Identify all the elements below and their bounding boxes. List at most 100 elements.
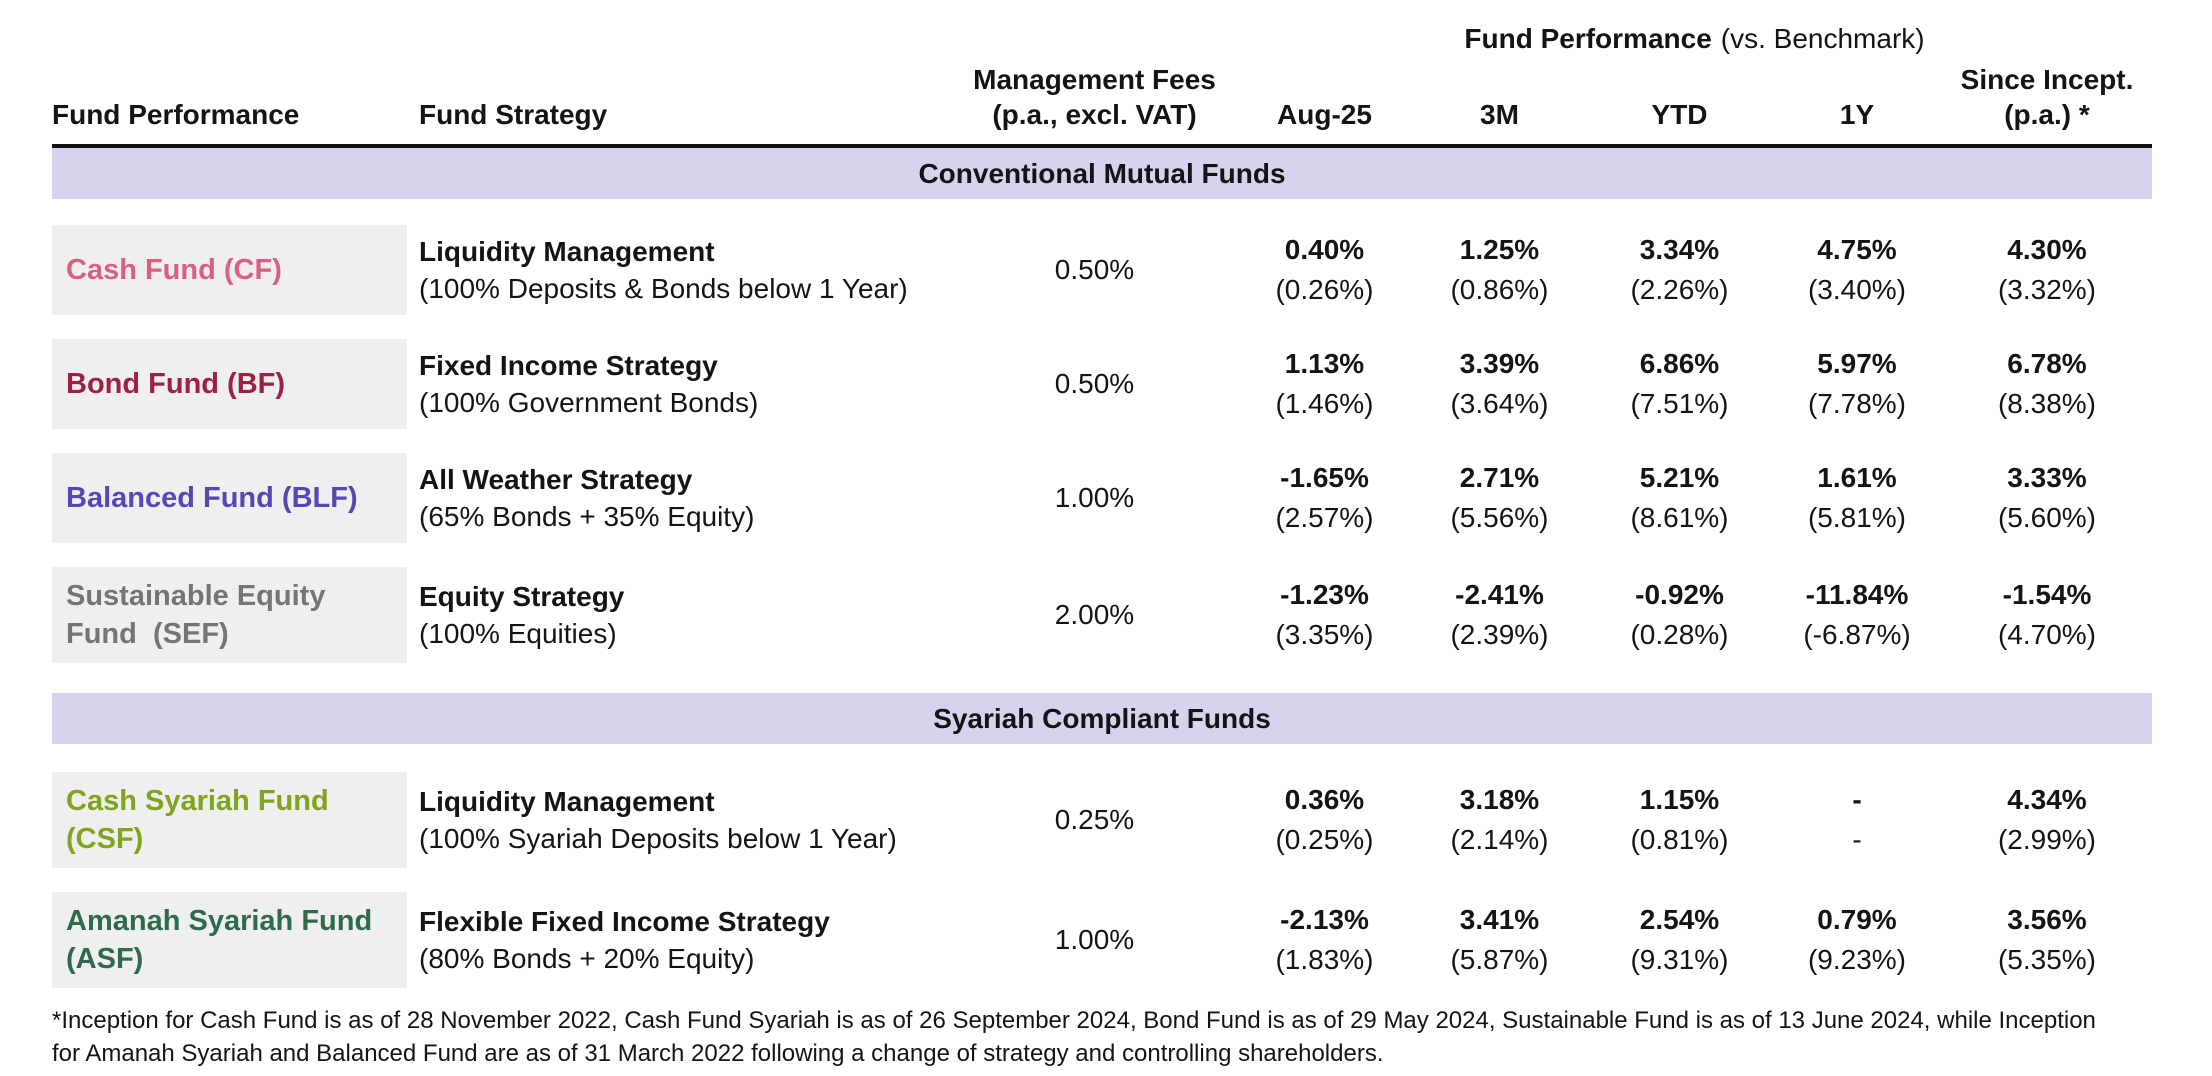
fund-name-box: Balanced Fund (BLF) xyxy=(52,453,407,543)
benchmark-return: (3.32%) xyxy=(1997,274,2097,305)
strategy-detail: (100% Deposits & Bonds below 1 Year) xyxy=(419,273,908,304)
column-header-row: Fund Performance Fund Strategy Managemen… xyxy=(52,62,2152,144)
column-header-3m: 3M xyxy=(1480,99,1519,130)
fund-name: Cash Syariah Fund (CSF) xyxy=(66,785,337,855)
benchmark-return: (9.23%) xyxy=(1807,944,1907,975)
fund-strategy-cell: All Weather Strategy (65% Bonds + 35% Eq… xyxy=(407,453,952,543)
management-fee-value: 2.00% xyxy=(1054,599,1135,630)
benchmark-return: (2.39%) xyxy=(1450,619,1549,650)
perf-3m: 2.71% (5.56%) xyxy=(1412,453,1587,543)
since-inception-line1: Since Incept. xyxy=(1960,64,2134,95)
fund-performance-table: Fund Performance (vs. Benchmark) Fund Per… xyxy=(52,16,2152,1070)
strategy-detail: (100% Government Bonds) xyxy=(419,387,759,418)
fund-return: 2.54% xyxy=(1639,904,1720,935)
perf-aug-25: 1.13% (1.46%) xyxy=(1237,339,1412,429)
perf-since-inception: 4.34% (2.99%) xyxy=(1942,772,2152,868)
perf-aug-25: -1.65% (2.57%) xyxy=(1237,453,1412,543)
benchmark-return: (7.78%) xyxy=(1807,388,1907,419)
perf-ytd: 6.86% (7.51%) xyxy=(1587,339,1772,429)
fund-return: 3.18% xyxy=(1459,784,1540,815)
perf-ytd: 3.34% (2.26%) xyxy=(1587,225,1772,315)
benchmark-return: (5.60%) xyxy=(1997,502,2097,533)
management-fee-value: 0.25% xyxy=(1054,804,1135,835)
fund-row-amanah-syariah-fund: Amanah Syariah Fund (ASF) Flexible Fixed… xyxy=(52,892,2152,988)
perf-aug-25: -1.23% (3.35%) xyxy=(1237,567,1412,663)
benchmark-return: (5.87%) xyxy=(1450,944,1549,975)
fund-return: 0.40% xyxy=(1284,234,1365,265)
section-title-syariah: Syariah Compliant Funds xyxy=(933,702,1271,734)
fund-name-box: Sustainable Equity Fund (SEF) xyxy=(52,567,407,663)
fund-return: 1.61% xyxy=(1817,462,1897,493)
fund-return: 4.30% xyxy=(2007,234,2087,265)
benchmark-return: (2.26%) xyxy=(1630,274,1729,305)
fund-name: Bond Fund (BF) xyxy=(66,368,286,400)
benchmark-return: (3.40%) xyxy=(1807,274,1907,305)
fund-return: 6.86% xyxy=(1639,348,1720,379)
fund-return: -0.92% xyxy=(1635,579,1724,610)
perf-3m: 3.39% (3.64%) xyxy=(1412,339,1587,429)
perf-since-inception: 3.56% (5.35%) xyxy=(1942,892,2152,988)
fund-row-cash-syariah-fund: Cash Syariah Fund (CSF) Liquidity Manage… xyxy=(52,772,2152,868)
perf-3m: 1.25% (0.86%) xyxy=(1412,225,1587,315)
fund-return: -1.65% xyxy=(1280,462,1369,493)
benchmark-return: (9.31%) xyxy=(1630,944,1729,975)
benchmark-return: (0.28%) xyxy=(1630,619,1729,650)
strategy-title: Liquidity Management xyxy=(419,786,715,817)
fund-name-box: Amanah Syariah Fund (ASF) xyxy=(52,892,407,988)
fund-strategy-cell: Fixed Income Strategy (100% Government B… xyxy=(407,339,952,429)
benchmark-return: (0.25%) xyxy=(1275,824,1374,855)
fund-return: -2.41% xyxy=(1455,579,1544,610)
fund-return: 3.39% xyxy=(1459,348,1540,379)
benchmark-return: (1.46%) xyxy=(1275,388,1374,419)
column-header-aug-25: Aug-25 xyxy=(1277,99,1372,130)
fund-return: 1.25% xyxy=(1459,234,1540,265)
perf-1y: 4.75% (3.40%) xyxy=(1772,225,1942,315)
column-header-management-fees: Management Fees (p.a., excl. VAT) xyxy=(952,62,1237,132)
management-fee-value: 0.50% xyxy=(1054,254,1135,285)
fund-strategy-cell: Liquidity Management (100% Deposits & Bo… xyxy=(407,225,952,315)
benchmark-return: (2.99%) xyxy=(1997,824,2097,855)
section-band-conventional: Conventional Mutual Funds xyxy=(52,148,2152,199)
performance-group-title-bold: Fund Performance xyxy=(1464,23,1712,54)
fund-return: 0.79% xyxy=(1817,904,1897,935)
fund-return: 1.15% xyxy=(1639,784,1720,815)
benchmark-return: (5.81%) xyxy=(1807,502,1907,533)
benchmark-return: (8.61%) xyxy=(1630,502,1729,533)
perf-1y: 0.79% (9.23%) xyxy=(1772,892,1942,988)
column-header-since-inception: Since Incept. (p.a.) * xyxy=(1942,62,2152,132)
benchmark-return: (3.35%) xyxy=(1275,619,1374,650)
benchmark-return: (0.81%) xyxy=(1630,824,1729,855)
fund-name: Cash Fund (CF) xyxy=(66,254,282,286)
perf-ytd: 5.21% (8.61%) xyxy=(1587,453,1772,543)
perf-ytd: 1.15% (0.81%) xyxy=(1587,772,1772,868)
fund-return: 5.97% xyxy=(1817,348,1897,379)
benchmark-return: (0.86%) xyxy=(1450,274,1549,305)
fund-name-box: Cash Syariah Fund (CSF) xyxy=(52,772,407,868)
fund-return: 3.56% xyxy=(2007,904,2087,935)
strategy-title: Equity Strategy xyxy=(419,581,625,612)
perf-ytd: -0.92% (0.28%) xyxy=(1587,567,1772,663)
fund-return: - xyxy=(1852,784,1862,815)
management-fees-line1: Management Fees xyxy=(973,64,1216,95)
perf-3m: 3.41% (5.87%) xyxy=(1412,892,1587,988)
perf-aug-25: -2.13% (1.83%) xyxy=(1237,892,1412,988)
benchmark-return: (8.38%) xyxy=(1997,388,2097,419)
perf-aug-25: 0.36% (0.25%) xyxy=(1237,772,1412,868)
benchmark-return: (1.83%) xyxy=(1275,944,1374,975)
perf-1y: -11.84% (-6.87%) xyxy=(1772,567,1942,663)
fund-return: -1.23% xyxy=(1280,579,1369,610)
fund-name: Sustainable Equity Fund (SEF) xyxy=(66,580,334,650)
benchmark-return: (2.57%) xyxy=(1275,502,1374,533)
benchmark-return: (5.35%) xyxy=(1997,944,2097,975)
since-inception-line2: (p.a.) * xyxy=(2004,99,2090,130)
fund-strategy-cell: Liquidity Management (100% Syariah Depos… xyxy=(407,772,952,868)
column-header-1y: 1Y xyxy=(1839,99,1875,130)
fund-row-cash-fund: Cash Fund (CF) Liquidity Management (100… xyxy=(52,225,2152,315)
strategy-detail: (65% Bonds + 35% Equity) xyxy=(419,501,755,532)
benchmark-return: (0.26%) xyxy=(1275,274,1374,305)
strategy-title: Fixed Income Strategy xyxy=(419,350,718,381)
perf-3m: 3.18% (2.14%) xyxy=(1412,772,1587,868)
fund-return: 4.34% xyxy=(2007,784,2087,815)
column-header-ytd: YTD xyxy=(1651,99,1708,130)
